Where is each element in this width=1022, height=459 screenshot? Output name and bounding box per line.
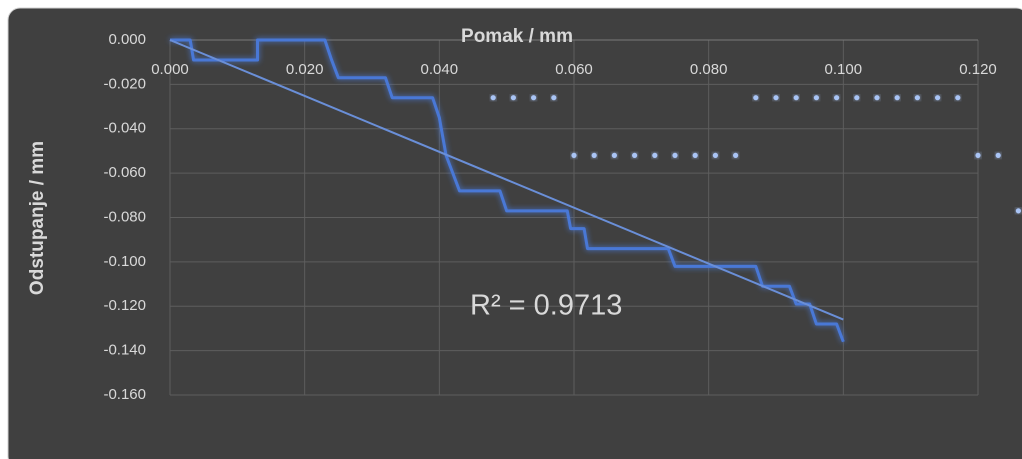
data-point <box>935 95 941 101</box>
data-point <box>551 95 557 101</box>
y-tick-label: 0.000 <box>108 31 146 48</box>
data-point <box>914 95 921 101</box>
data-point <box>692 152 698 158</box>
data-point <box>652 152 658 158</box>
y-tick-label: -0.160 <box>103 386 146 403</box>
data-point <box>531 95 537 101</box>
data-point <box>834 95 840 101</box>
x-tick-label: 0.040 <box>421 61 459 78</box>
data-point <box>510 95 516 101</box>
x-tick-label: 0.000 <box>151 61 189 78</box>
x-axis-title: Pomak / mm <box>461 26 573 47</box>
data-point <box>490 95 496 101</box>
chart-background <box>7 7 1022 459</box>
x-tick-label: 0.060 <box>555 61 593 78</box>
y-tick-label: -0.120 <box>103 297 146 314</box>
x-tick-label: 0.020 <box>286 61 324 78</box>
y-tick-label: -0.060 <box>103 164 146 181</box>
data-point <box>975 152 981 158</box>
y-tick-label: -0.040 <box>103 120 146 137</box>
data-point <box>632 152 638 158</box>
x-tick-label: 0.120 <box>959 61 997 78</box>
data-point <box>894 95 900 101</box>
data-point <box>793 95 799 101</box>
r-squared-annotation: R² = 0.9713 <box>470 290 622 322</box>
x-tick-label: 0.100 <box>825 61 863 78</box>
y-tick-label: -0.080 <box>103 208 146 225</box>
data-point <box>773 95 779 101</box>
data-point <box>813 95 820 101</box>
data-point <box>753 95 759 101</box>
data-point <box>591 152 597 158</box>
data-point <box>712 152 719 158</box>
data-point <box>955 95 961 101</box>
data-point <box>995 152 1001 158</box>
data-point <box>672 152 678 158</box>
data-point <box>571 152 577 158</box>
y-tick-label: -0.100 <box>103 253 146 270</box>
data-point <box>1015 208 1022 214</box>
data-point <box>874 95 880 101</box>
data-line <box>170 38 845 343</box>
y-tick-label: -0.140 <box>103 342 146 359</box>
plot-area <box>169 38 979 396</box>
x-tick-label: 0.080 <box>690 61 728 78</box>
data-point <box>611 152 618 158</box>
trendline <box>169 39 844 321</box>
data-point <box>733 152 739 158</box>
y-tick-label: -0.020 <box>103 75 146 92</box>
y-axis-title: Odstupanje / mm <box>27 141 48 295</box>
data-point <box>854 95 860 101</box>
